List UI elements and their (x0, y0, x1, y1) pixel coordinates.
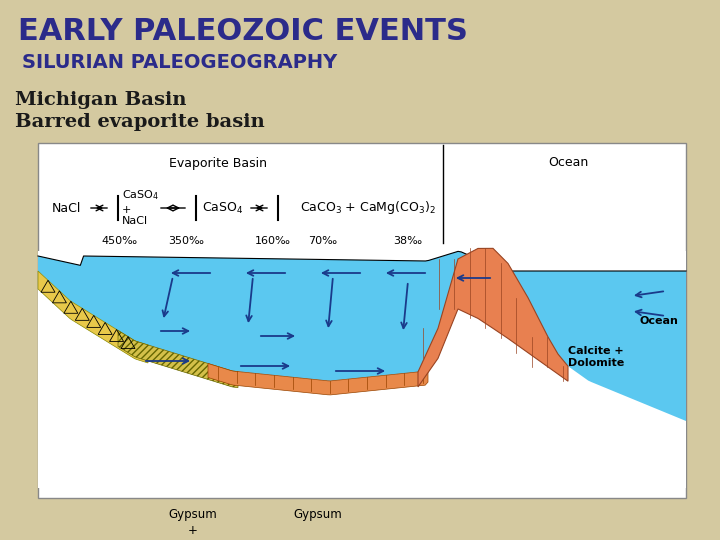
Text: EARLY PALEOZOIC EVENTS: EARLY PALEOZOIC EVENTS (18, 17, 468, 46)
Polygon shape (38, 251, 686, 271)
Text: Gypsum: Gypsum (294, 508, 343, 521)
Text: Evaporite Basin: Evaporite Basin (169, 157, 267, 170)
Text: $\mathregular{CaSO_4}$: $\mathregular{CaSO_4}$ (202, 200, 243, 215)
Polygon shape (118, 330, 238, 388)
Polygon shape (38, 271, 148, 363)
Text: SILURIAN PALEOGEOGRAPHY: SILURIAN PALEOGEOGRAPHY (22, 52, 337, 71)
Text: $\mathregular{CaSO_4}$: $\mathregular{CaSO_4}$ (122, 188, 159, 202)
Text: +: + (122, 205, 131, 215)
Text: Gypsum
+
halite: Gypsum + halite (168, 508, 217, 540)
Text: NaCl: NaCl (122, 216, 148, 226)
Bar (38, 251, 686, 488)
Polygon shape (208, 363, 428, 395)
Text: Michigan Basin: Michigan Basin (15, 91, 186, 109)
Text: 70‰: 70‰ (308, 236, 338, 246)
Polygon shape (38, 271, 686, 488)
Bar (38, 143, 686, 498)
Text: NaCl: NaCl (51, 201, 81, 214)
Polygon shape (418, 248, 568, 387)
Text: 160‰: 160‰ (255, 236, 291, 246)
Text: Barred evaporite basin: Barred evaporite basin (15, 113, 265, 131)
Text: Calcite +
Dolomite: Calcite + Dolomite (568, 346, 624, 368)
Text: Ocean: Ocean (639, 316, 678, 326)
Text: 38‰: 38‰ (393, 236, 423, 246)
Text: 350‰: 350‰ (168, 236, 204, 246)
Text: $\mathregular{CaCO_3}$ + $\mathregular{CaMg(CO_3)_2}$: $\mathregular{CaCO_3}$ + $\mathregular{C… (300, 199, 436, 217)
Text: Halite: Halite (48, 433, 84, 443)
Text: 450‰: 450‰ (102, 236, 138, 246)
Text: Ocean: Ocean (548, 157, 588, 170)
